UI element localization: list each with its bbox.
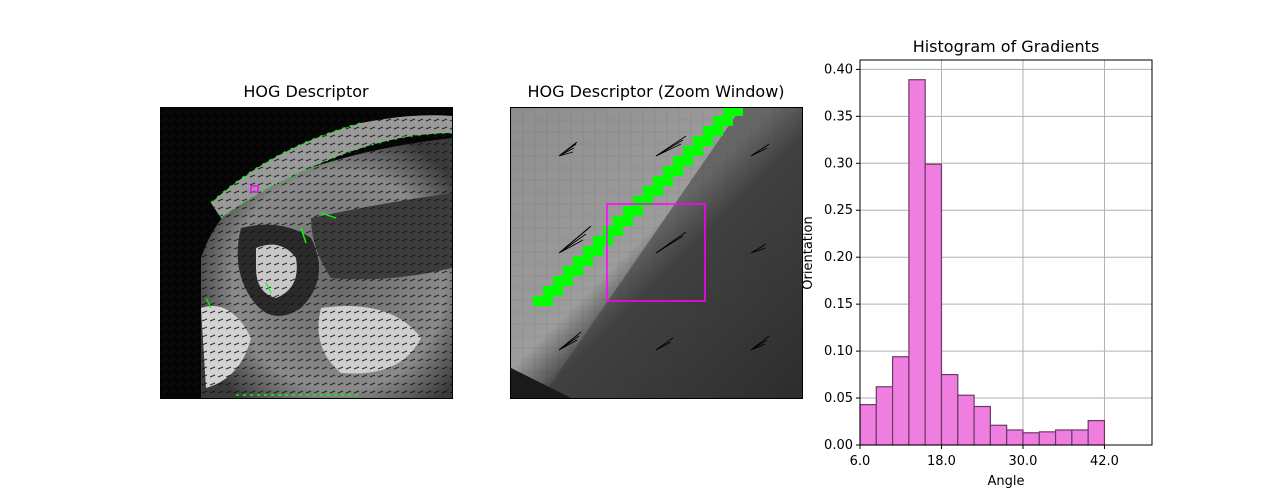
y-axis-label: Orientation — [801, 216, 816, 289]
histogram-bar — [891, 356, 910, 446]
y-tick-label: 0.35 — [824, 109, 853, 124]
y-tick-label: 0.10 — [824, 344, 853, 359]
histogram-bar — [1038, 431, 1057, 446]
x-tick-label: 18.0 — [927, 454, 956, 469]
roi-marker — [250, 185, 259, 193]
chart-title: Histogram of Gradients — [913, 37, 1100, 56]
y-tick-label: 0.25 — [824, 203, 853, 218]
histogram-bar — [1006, 429, 1024, 446]
y-tick-label: 0.20 — [824, 250, 853, 265]
zoom-window-image — [510, 107, 803, 399]
histogram-bar — [924, 163, 943, 446]
plot-frame — [859, 59, 1153, 446]
edge-staircase — [533, 108, 743, 306]
histogram-bar — [957, 394, 975, 446]
y-tick-label: 0.40 — [824, 62, 853, 77]
histogram-bar — [1022, 432, 1040, 446]
zoom-roi-box — [606, 203, 706, 302]
histogram-bar — [1087, 419, 1106, 446]
histogram-bar — [973, 405, 991, 446]
hog-arrows — [558, 135, 770, 351]
histogram-bar — [940, 373, 959, 446]
histogram-bar — [908, 79, 926, 446]
y-tick-label: 0.05 — [824, 391, 853, 406]
histogram-bar — [1054, 429, 1073, 446]
histogram-bar — [859, 404, 877, 446]
x-tick-label: 42.0 — [1090, 454, 1119, 469]
y-tick-label: 0.00 — [824, 438, 853, 453]
x-axis-label: Angle — [988, 474, 1025, 489]
hog-descriptor-image — [160, 107, 453, 399]
y-tick-label: 0.15 — [824, 297, 853, 312]
histogram-bar — [989, 424, 1008, 446]
x-tick-label: 6.0 — [850, 454, 871, 469]
middle-panel-title: HOG Descriptor (Zoom Window) — [527, 82, 785, 101]
zoom-canvas — [511, 108, 802, 398]
y-tick-label: 0.30 — [824, 156, 853, 171]
x-tick-label: 30.0 — [1009, 454, 1038, 469]
histogram-bar — [875, 386, 894, 446]
left-panel-title: HOG Descriptor — [243, 82, 369, 101]
histogram-bar — [1071, 429, 1089, 446]
hog-mri-canvas — [161, 108, 452, 398]
